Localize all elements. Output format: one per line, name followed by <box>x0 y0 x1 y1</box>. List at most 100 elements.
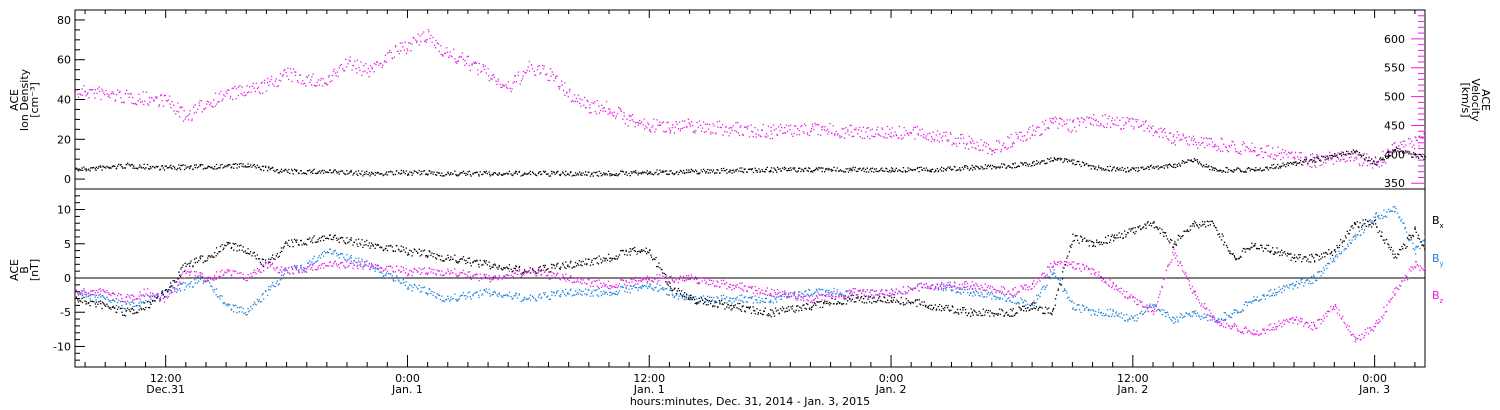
ion-density-point <box>392 174 395 176</box>
ion-density-point <box>721 170 723 172</box>
velocity-point <box>680 128 682 130</box>
velocity-point <box>416 40 418 42</box>
bx-point <box>611 259 613 261</box>
velocity-point <box>593 102 595 105</box>
by-point <box>632 285 634 288</box>
by-point <box>383 275 385 277</box>
ion-density-point <box>202 168 204 170</box>
velocity-point <box>1106 123 1109 125</box>
by-point <box>1206 314 1208 316</box>
ion-density-point <box>607 170 610 172</box>
bx-point <box>739 309 742 311</box>
by-point <box>1079 308 1081 311</box>
bx-point <box>474 260 477 262</box>
velocity-point <box>300 82 302 85</box>
ion-density-point <box>534 173 536 175</box>
by-point <box>320 253 323 256</box>
velocity-point <box>483 68 486 71</box>
velocity-point <box>742 133 744 135</box>
by-point <box>1236 311 1239 313</box>
velocity-point <box>620 108 622 111</box>
velocity-point <box>1377 164 1379 166</box>
ion-density-point <box>581 174 583 177</box>
by-point <box>1108 315 1110 318</box>
ion-density-point <box>574 174 576 177</box>
by-point <box>428 288 430 290</box>
velocity-point <box>329 81 331 83</box>
ion-density-point <box>1226 167 1228 169</box>
by-point <box>470 298 472 300</box>
bx-point <box>377 243 379 246</box>
ion-density-point <box>193 164 196 166</box>
by-point <box>270 286 272 288</box>
by-point <box>819 289 821 291</box>
by-point <box>677 298 680 300</box>
by-point <box>1171 320 1173 322</box>
ion-density-point <box>161 165 163 167</box>
velocity-point <box>1343 158 1345 160</box>
by-point <box>1039 295 1041 298</box>
by-point <box>1014 295 1016 298</box>
velocity-point <box>784 127 786 129</box>
velocity-point <box>391 57 394 60</box>
velocity-point <box>1215 145 1217 147</box>
velocity-point <box>871 128 873 130</box>
bx-point <box>831 297 833 300</box>
ion-density-point <box>283 170 285 172</box>
bx-point <box>244 250 246 252</box>
ion-density-point <box>529 173 532 176</box>
ion-density-point <box>1346 150 1348 152</box>
by-point <box>163 295 166 298</box>
by-point <box>796 297 798 299</box>
velocity-point <box>402 46 404 48</box>
ion-density-point <box>744 168 746 170</box>
by-point <box>1114 315 1116 318</box>
ion-density-point <box>167 167 169 169</box>
bx-point <box>709 302 712 305</box>
bx-point <box>97 303 99 305</box>
by-point <box>1364 222 1366 225</box>
by-point <box>462 292 465 294</box>
bx-point <box>476 260 478 262</box>
velocity-point <box>728 127 730 129</box>
velocity-point <box>566 91 568 93</box>
velocity-point <box>686 126 688 129</box>
by-point <box>106 296 108 298</box>
bx-point <box>559 268 561 270</box>
by-point <box>585 288 587 290</box>
by-point <box>1275 294 1277 296</box>
by-point <box>1307 279 1309 281</box>
by-point <box>798 291 800 293</box>
by-point <box>161 290 164 292</box>
velocity-point <box>673 132 675 134</box>
by-point <box>604 293 606 295</box>
by-point <box>630 285 632 287</box>
ion-density-point <box>427 173 429 175</box>
bx-point <box>775 310 778 312</box>
by-point <box>357 257 360 259</box>
bx-point <box>260 263 262 265</box>
by-point <box>401 282 403 284</box>
velocity-point <box>903 127 905 129</box>
velocity-point <box>914 138 916 140</box>
by-point <box>690 294 692 296</box>
velocity-point <box>284 68 286 71</box>
ion-density-point <box>863 170 865 173</box>
velocity-point <box>618 106 620 109</box>
velocity-point <box>848 134 850 136</box>
bx-point <box>109 306 111 309</box>
velocity-point <box>1058 123 1061 125</box>
by-point <box>717 297 719 299</box>
ion-density-point <box>454 170 456 172</box>
by-point <box>180 290 182 292</box>
velocity-point <box>281 75 283 77</box>
bx-point <box>467 261 469 264</box>
velocity-point <box>754 127 756 129</box>
velocity-point <box>474 61 477 63</box>
bx-point <box>643 249 645 251</box>
bx-point <box>492 264 494 266</box>
velocity-point <box>863 137 866 139</box>
ion-density-point <box>127 162 129 164</box>
by-point <box>937 289 939 291</box>
bx-point <box>691 299 693 301</box>
